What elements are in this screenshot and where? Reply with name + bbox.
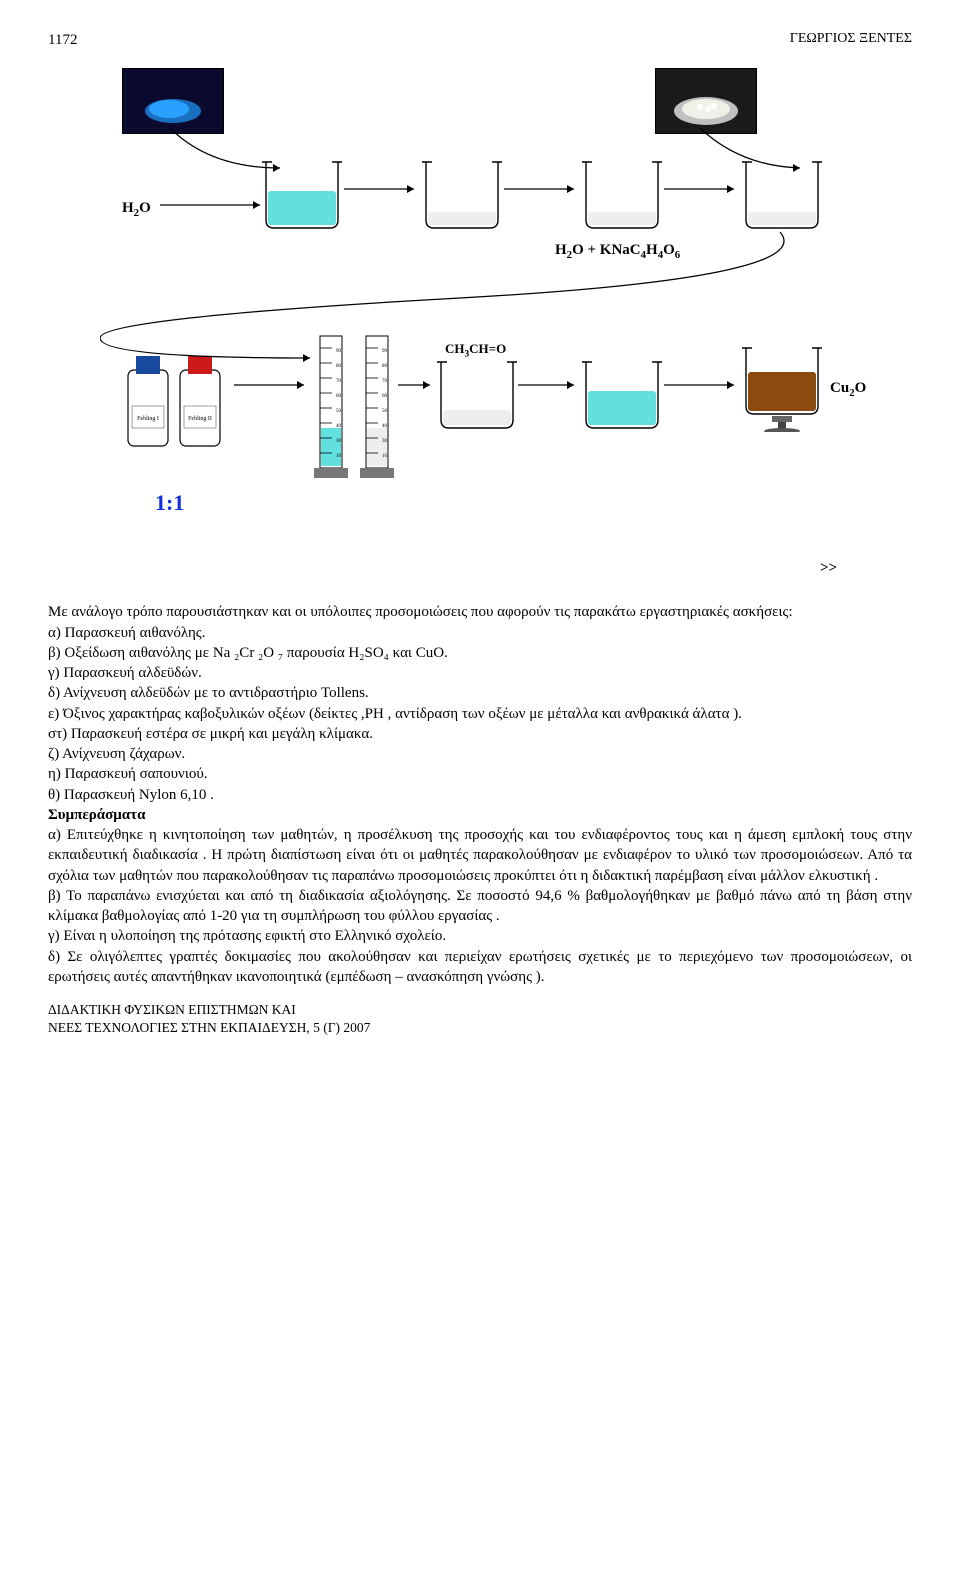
body-text: Με ανάλογο τρόπο παρουσιάστηκαν και οι υ… [48,602,912,987]
list-e: ε) Όξινος χαρακτήρας καβοξυλικών οξέων (… [48,704,912,724]
conclusion-b: β) Το παραπάνω ενισχύεται και από τη δια… [48,886,912,927]
svg-text:30: 30 [336,439,342,444]
page-header: 1172 ΓΕΩΡΓΙΟΣ ΞΕΝΤΕΣ [48,30,912,50]
label-h2o: H2O [122,198,151,221]
beaker-cyan-2 [580,358,664,432]
conclusions-heading: Συμπεράσματα [48,805,912,825]
svg-text:60: 60 [382,394,388,399]
svg-text:70: 70 [382,379,388,384]
svg-text:70: 70 [336,379,342,384]
list-b: β) Οξείδωση αιθανόλης με Na ₂Cr ₂O ₇ παρ… [48,643,912,663]
label-cu2o: Cu2O [830,378,866,401]
arrow-bottles-cyls [234,374,314,396]
svg-text:Fehling II: Fehling II [188,416,212,422]
arrow-b1-b2 [344,178,424,200]
svg-text:30: 30 [382,439,388,444]
beaker-empty-2 [580,158,664,232]
lab-diagram: H2O H2O + KNaC4H4O6 Fehling I [100,68,860,588]
svg-text:40: 40 [382,424,388,429]
author-name: ΓΕΩΡΓΙΟΣ ΞΕΝΤΕΣ [790,30,912,50]
footer-line1: ΔΙΔΑΚΤΙΚΗ ΦΥΣΙΚΩΝ ΕΠΙΣΤΗΜΩΝ ΚΑΙ [48,1001,912,1019]
footer: ΔΙΔΑΚΤΙΚΗ ΦΥΣΙΚΩΝ ΕΠΙΣΤΗΜΩΝ ΚΑΙ ΝΕΕΣ ΤΕΧ… [48,1001,912,1036]
footer-line2: ΝΕΕΣ ΤΕΧΝΟΛΟΓΙΕΣ ΣΤΗΝ ΕΚΠΑΙΔΕΥΣΗ, 5 (Γ) … [48,1019,912,1037]
list-th: θ) Παρασκευή Nylon 6,10 . [48,785,912,805]
svg-text:50: 50 [382,409,388,414]
list-st: στ) Παρασκευή εστέρα σε μικρή και μεγάλη… [48,724,912,744]
conclusion-d: δ) Σε ολιγόλεπτες γραπτές δοκιμασίες που… [48,947,912,988]
svg-text:40: 40 [336,424,342,429]
arrow-photo1-to-beaker [170,128,290,178]
svg-text:10: 10 [382,454,388,459]
intro-text: Με ανάλογο τρόπο παρουσιάστηκαν και οι υ… [48,602,912,622]
svg-text:50: 50 [336,409,342,414]
svg-text:10: 10 [336,454,342,459]
arrow-b1-b2-bottom [518,374,584,396]
list-z: ζ) Ανίχνευση ζάχαρων. [48,744,912,764]
arrow-photo2-to-beaker [700,128,810,178]
svg-text:60: 60 [336,394,342,399]
photo-white-crystals [655,68,757,134]
label-next: >> [820,558,837,578]
arrow-b2-b3 [504,178,584,200]
label-ratio: 1:1 [155,488,184,518]
beaker-ch3cho [435,358,519,432]
list-a: α) Παρασκευή αιθανόλης. [48,623,912,643]
arrow-h2o-to-beaker [160,194,270,216]
arrow-b2-b3-bottom [664,374,744,396]
arrow-b3-b4 [664,178,744,200]
arrow-top-to-cylinders [100,228,820,368]
svg-text:Fehling I: Fehling I [137,416,159,422]
arrow-cyls-b1 [398,374,440,396]
list-c: γ) Παρασκευή αλδεϋδών. [48,663,912,683]
list-h: η) Παρασκευή σαπουνιού. [48,764,912,784]
list-d: δ) Ανίχνευση αλδεϋδών με το αντιδραστήρι… [48,683,912,703]
conclusion-a: α) Επιτεύχθηκε η κινητοποίηση των μαθητώ… [48,825,912,886]
page-number: 1172 [48,30,77,50]
photo-blue-crystals [122,68,224,134]
conclusion-c: γ) Είναι η υλοποίηση της πρότασης εφικτή… [48,926,912,946]
beaker-empty-1 [420,158,504,232]
